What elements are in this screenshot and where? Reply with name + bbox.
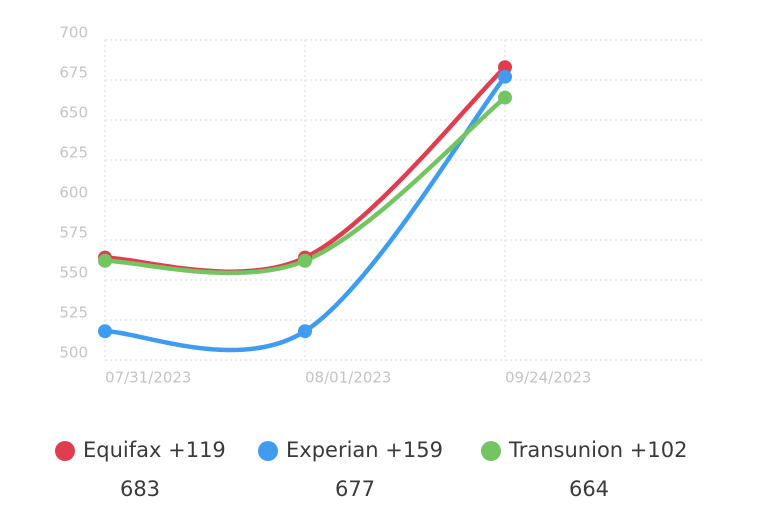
y-tick-label: 675 xyxy=(59,64,88,82)
y-tick-label: 625 xyxy=(59,144,88,162)
data-point xyxy=(498,60,512,75)
x-tick-label: 07/31/2023 xyxy=(105,369,191,387)
y-tick-label: 700 xyxy=(59,24,88,42)
data-point xyxy=(298,253,312,268)
data-point xyxy=(498,69,512,84)
data-point xyxy=(298,324,312,339)
legend-label: Experian +159 xyxy=(286,438,443,462)
y-tick-label: 500 xyxy=(59,344,88,362)
y-tick-label: 650 xyxy=(59,104,88,122)
y-tick-label: 525 xyxy=(59,304,88,322)
data-point xyxy=(498,90,512,105)
legend-swatch xyxy=(55,441,75,461)
latest-score: 683 xyxy=(120,477,160,501)
legend-label: Equifax +119 xyxy=(83,438,226,462)
data-point xyxy=(98,253,112,268)
legend-label: Transunion +102 xyxy=(508,438,687,462)
y-tick-label: 600 xyxy=(59,184,88,202)
latest-score: 677 xyxy=(335,477,375,501)
series-line xyxy=(102,74,508,353)
legend-swatch xyxy=(258,441,278,461)
y-tick-label: 550 xyxy=(59,264,88,282)
latest-score: 664 xyxy=(569,477,609,501)
x-tick-label: 08/01/2023 xyxy=(305,369,391,387)
x-tick-label: 09/24/2023 xyxy=(505,369,591,387)
y-tick-label: 575 xyxy=(59,224,88,242)
legend-swatch xyxy=(481,441,501,461)
data-point xyxy=(98,324,112,339)
